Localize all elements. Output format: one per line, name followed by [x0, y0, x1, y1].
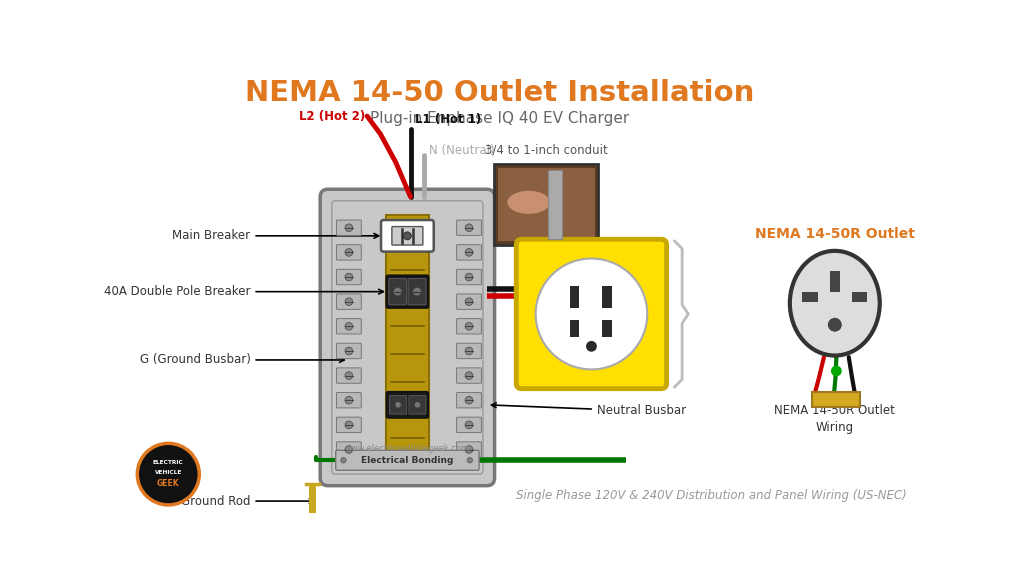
Circle shape	[465, 396, 473, 404]
Text: 3/4 to 1-inch conduit: 3/4 to 1-inch conduit	[484, 143, 607, 156]
Circle shape	[341, 457, 346, 463]
Circle shape	[830, 366, 842, 376]
FancyBboxPatch shape	[337, 417, 361, 433]
FancyBboxPatch shape	[389, 279, 407, 305]
Text: Plug-in Enphase IQ 40 EV Charger: Plug-in Enphase IQ 40 EV Charger	[371, 111, 630, 126]
Bar	[602, 286, 611, 308]
Circle shape	[827, 318, 842, 332]
Circle shape	[403, 232, 412, 240]
Circle shape	[465, 224, 473, 232]
Circle shape	[345, 347, 352, 355]
Text: L2 (Hot 2): L2 (Hot 2)	[299, 109, 366, 123]
FancyBboxPatch shape	[457, 368, 481, 383]
Ellipse shape	[790, 251, 880, 355]
Bar	[569, 286, 579, 308]
FancyBboxPatch shape	[337, 442, 361, 457]
FancyBboxPatch shape	[457, 220, 481, 236]
Bar	[548, 170, 562, 238]
FancyBboxPatch shape	[457, 392, 481, 408]
FancyBboxPatch shape	[389, 396, 407, 414]
Circle shape	[465, 323, 473, 330]
Circle shape	[345, 396, 352, 404]
Circle shape	[465, 372, 473, 380]
Text: L1 (Hot 1): L1 (Hot 1)	[415, 113, 481, 126]
Circle shape	[345, 273, 352, 281]
Text: NEMA 14-50R Outlet: NEMA 14-50R Outlet	[755, 227, 914, 241]
Text: NEMA 14-50R Outlet
Wiring: NEMA 14-50R Outlet Wiring	[774, 404, 895, 434]
Bar	[802, 293, 818, 302]
Circle shape	[586, 341, 597, 352]
Circle shape	[345, 421, 352, 429]
Circle shape	[345, 248, 352, 256]
FancyBboxPatch shape	[337, 368, 361, 383]
Circle shape	[345, 298, 352, 305]
Circle shape	[465, 298, 473, 305]
Circle shape	[137, 444, 200, 505]
Bar	[602, 320, 611, 337]
Circle shape	[465, 421, 473, 429]
Text: Main Breaker: Main Breaker	[172, 229, 379, 242]
FancyBboxPatch shape	[337, 343, 361, 359]
FancyBboxPatch shape	[457, 270, 481, 285]
Circle shape	[465, 273, 473, 281]
Circle shape	[465, 446, 473, 453]
Bar	[852, 293, 867, 302]
Circle shape	[345, 224, 352, 232]
Text: www.electricvehiclegeek.com: www.electricvehiclegeek.com	[345, 444, 470, 453]
FancyBboxPatch shape	[337, 319, 361, 334]
Bar	[812, 392, 859, 407]
FancyBboxPatch shape	[409, 396, 426, 414]
Circle shape	[465, 248, 473, 256]
Text: Neutral Busbar: Neutral Busbar	[492, 403, 686, 418]
Circle shape	[467, 457, 472, 463]
Circle shape	[465, 347, 473, 355]
FancyBboxPatch shape	[337, 392, 361, 408]
Circle shape	[393, 287, 402, 296]
Bar	[569, 320, 579, 337]
Text: GEEK: GEEK	[157, 479, 179, 488]
Circle shape	[345, 372, 352, 380]
FancyBboxPatch shape	[409, 279, 426, 305]
Bar	[829, 271, 840, 293]
FancyBboxPatch shape	[381, 220, 434, 252]
Text: NEMA 14-50 Outlet Installation: NEMA 14-50 Outlet Installation	[246, 79, 755, 107]
Text: Single Phase 120V & 240V Distribution and Panel Wiring (US-NEC): Single Phase 120V & 240V Distribution an…	[516, 489, 907, 502]
FancyBboxPatch shape	[386, 275, 428, 308]
FancyBboxPatch shape	[337, 245, 361, 260]
FancyBboxPatch shape	[457, 245, 481, 260]
FancyBboxPatch shape	[392, 226, 423, 245]
Circle shape	[395, 402, 401, 408]
FancyBboxPatch shape	[386, 392, 428, 418]
Text: VEHICLE: VEHICLE	[155, 470, 182, 475]
Text: ELECTRIC: ELECTRIC	[153, 460, 183, 465]
FancyBboxPatch shape	[336, 450, 479, 470]
FancyBboxPatch shape	[457, 442, 481, 457]
FancyBboxPatch shape	[457, 294, 481, 309]
FancyBboxPatch shape	[457, 319, 481, 334]
Text: Electrical Bonding: Electrical Bonding	[361, 456, 454, 465]
Text: G (Ground Busbar): G (Ground Busbar)	[139, 354, 344, 366]
Circle shape	[345, 323, 352, 330]
Bar	[494, 164, 598, 245]
Circle shape	[536, 259, 647, 369]
Bar	[386, 215, 429, 453]
FancyBboxPatch shape	[337, 220, 361, 236]
Text: 40A Double Pole Breaker: 40A Double Pole Breaker	[104, 285, 383, 298]
Text: N (Neutral): N (Neutral)	[429, 144, 495, 157]
FancyBboxPatch shape	[516, 239, 667, 389]
Text: Ground Rod: Ground Rod	[181, 495, 314, 507]
FancyBboxPatch shape	[457, 343, 481, 359]
FancyBboxPatch shape	[337, 270, 361, 285]
FancyBboxPatch shape	[321, 190, 495, 486]
FancyBboxPatch shape	[457, 417, 481, 433]
Bar	[498, 168, 595, 241]
Circle shape	[345, 446, 352, 453]
Ellipse shape	[507, 191, 550, 214]
Circle shape	[413, 287, 421, 296]
FancyBboxPatch shape	[337, 294, 361, 309]
Circle shape	[415, 402, 421, 408]
